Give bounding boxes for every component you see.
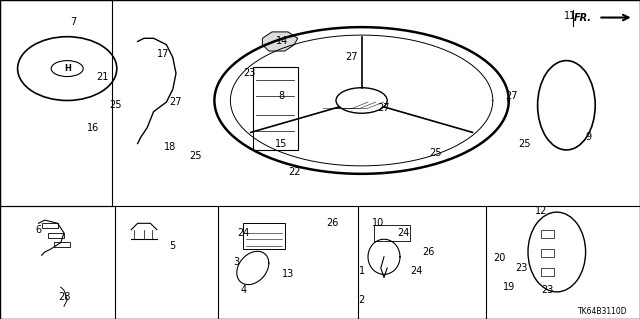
Text: 20: 20 [493, 253, 506, 263]
Text: 14: 14 [275, 36, 288, 47]
Bar [541, 249, 554, 257]
Text: 10: 10 [371, 218, 384, 228]
Bar [54, 242, 70, 247]
Text: 18: 18 [163, 142, 176, 152]
Text: 1: 1 [358, 266, 365, 276]
Text: 27: 27 [346, 52, 358, 63]
Bar [243, 223, 285, 249]
Text: 11: 11 [563, 11, 576, 21]
Text: 5: 5 [170, 241, 176, 251]
Text: 23: 23 [243, 68, 256, 78]
Text: 8: 8 [278, 91, 285, 101]
Text: 24: 24 [410, 266, 422, 276]
Text: 22: 22 [288, 167, 301, 177]
Text: 2: 2 [358, 295, 365, 305]
Text: 3: 3 [234, 256, 240, 267]
Text: 23: 23 [541, 285, 554, 295]
Bar [253, 67, 298, 150]
Text: 25: 25 [518, 138, 531, 149]
Bar [48, 233, 64, 238]
Text: 27: 27 [378, 103, 390, 114]
Text: 27: 27 [170, 97, 182, 107]
Text: 27: 27 [506, 91, 518, 101]
Bar [42, 223, 58, 228]
Text: 21: 21 [96, 71, 109, 82]
Text: TK64B3110D: TK64B3110D [577, 307, 627, 316]
Text: 12: 12 [534, 205, 547, 216]
Text: 6: 6 [35, 225, 42, 235]
Text: FR.: FR. [574, 12, 592, 23]
Text: 24: 24 [397, 228, 410, 238]
Text: H: H [64, 64, 70, 73]
Text: 25: 25 [109, 100, 122, 110]
Bar [0, 0, 112, 206]
Text: 7: 7 [70, 17, 77, 27]
Text: 26: 26 [422, 247, 435, 257]
Text: 26: 26 [326, 218, 339, 228]
Text: 9: 9 [586, 132, 592, 142]
Text: 17: 17 [157, 49, 170, 59]
Text: 25: 25 [189, 151, 202, 161]
Text: 25: 25 [429, 148, 442, 158]
Bar [374, 225, 410, 241]
Text: 16: 16 [86, 122, 99, 133]
Bar [541, 230, 554, 238]
Text: 13: 13 [282, 269, 294, 279]
Text: 15: 15 [275, 138, 288, 149]
Polygon shape [262, 32, 298, 51]
Text: 19: 19 [502, 282, 515, 292]
Text: 23: 23 [515, 263, 528, 273]
Text: 4: 4 [240, 285, 246, 295]
Text: 24: 24 [237, 228, 250, 238]
Text: 28: 28 [58, 292, 70, 302]
Bar [541, 268, 554, 276]
